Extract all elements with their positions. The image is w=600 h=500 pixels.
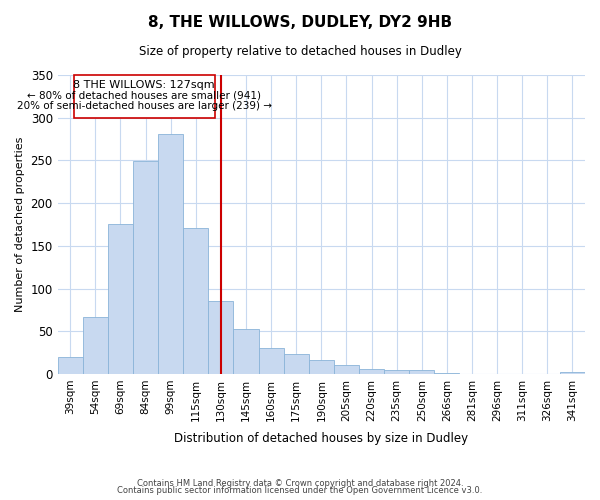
Bar: [158, 134, 183, 374]
X-axis label: Distribution of detached houses by size in Dudley: Distribution of detached houses by size …: [174, 432, 469, 445]
Text: Contains public sector information licensed under the Open Government Licence v3: Contains public sector information licen…: [118, 486, 482, 495]
Bar: [409, 370, 434, 374]
Bar: [560, 372, 585, 374]
Bar: [384, 370, 409, 374]
Y-axis label: Number of detached properties: Number of detached properties: [15, 137, 25, 312]
Text: Contains HM Land Registry data © Crown copyright and database right 2024.: Contains HM Land Registry data © Crown c…: [137, 478, 463, 488]
Bar: [133, 162, 158, 374]
Text: 20% of semi-detached houses are larger (239) →: 20% of semi-detached houses are larger (…: [17, 100, 272, 110]
Bar: [334, 366, 359, 374]
Text: 8, THE WILLOWS, DUDLEY, DY2 9HB: 8, THE WILLOWS, DUDLEY, DY2 9HB: [148, 15, 452, 30]
Bar: [183, 228, 208, 374]
Bar: [58, 357, 83, 374]
Bar: [233, 330, 259, 374]
Text: Size of property relative to detached houses in Dudley: Size of property relative to detached ho…: [139, 45, 461, 58]
FancyBboxPatch shape: [74, 75, 215, 118]
Bar: [208, 302, 233, 374]
Bar: [83, 316, 108, 374]
Text: 8 THE WILLOWS: 127sqm: 8 THE WILLOWS: 127sqm: [73, 80, 215, 90]
Bar: [359, 369, 384, 374]
Bar: [259, 348, 284, 374]
Bar: [309, 360, 334, 374]
Bar: [284, 354, 309, 374]
Text: ← 80% of detached houses are smaller (941): ← 80% of detached houses are smaller (94…: [28, 90, 262, 101]
Bar: [434, 373, 460, 374]
Bar: [108, 224, 133, 374]
